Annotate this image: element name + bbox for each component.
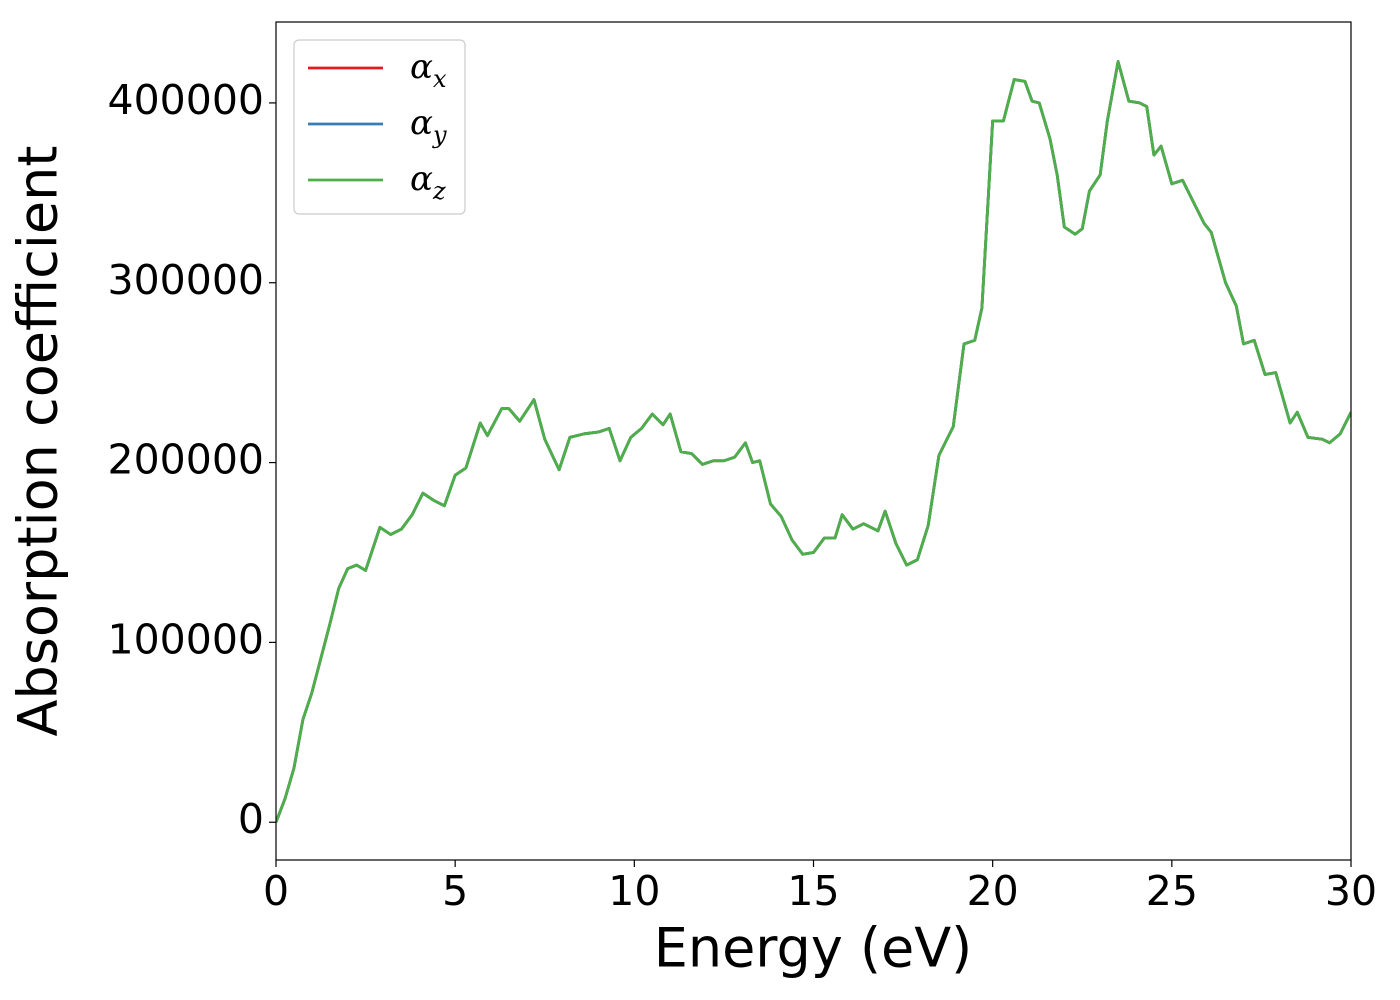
x-tick-label: 5: [442, 867, 468, 915]
plot-frame: [275, 21, 1352, 861]
x-axis-label: Energy (eV): [654, 917, 973, 980]
x-tick-label: 10: [608, 867, 660, 915]
legend: αx αy αz: [293, 39, 466, 215]
y-tick-label: 300000: [107, 256, 264, 304]
x-tick-label: 20: [967, 867, 1019, 915]
legend-label: αx: [410, 47, 447, 93]
x-tick-label: 25: [1146, 867, 1198, 915]
x-tick-label: 30: [1325, 867, 1377, 915]
y-tick-label: 0: [238, 795, 264, 843]
data-line: [276, 60, 1351, 823]
legend-label: αz: [410, 159, 446, 205]
legend-box: [293, 39, 466, 215]
legend-label: αy: [410, 103, 447, 149]
y-tick-label: 200000: [107, 436, 264, 484]
y-axis-label: Absorption coefficient: [7, 146, 70, 737]
y-tick-label: 400000: [107, 76, 264, 124]
x-tick-label: 0: [263, 867, 289, 915]
x-tick-label: 15: [787, 867, 839, 915]
y-tick-label: 100000: [107, 615, 264, 663]
